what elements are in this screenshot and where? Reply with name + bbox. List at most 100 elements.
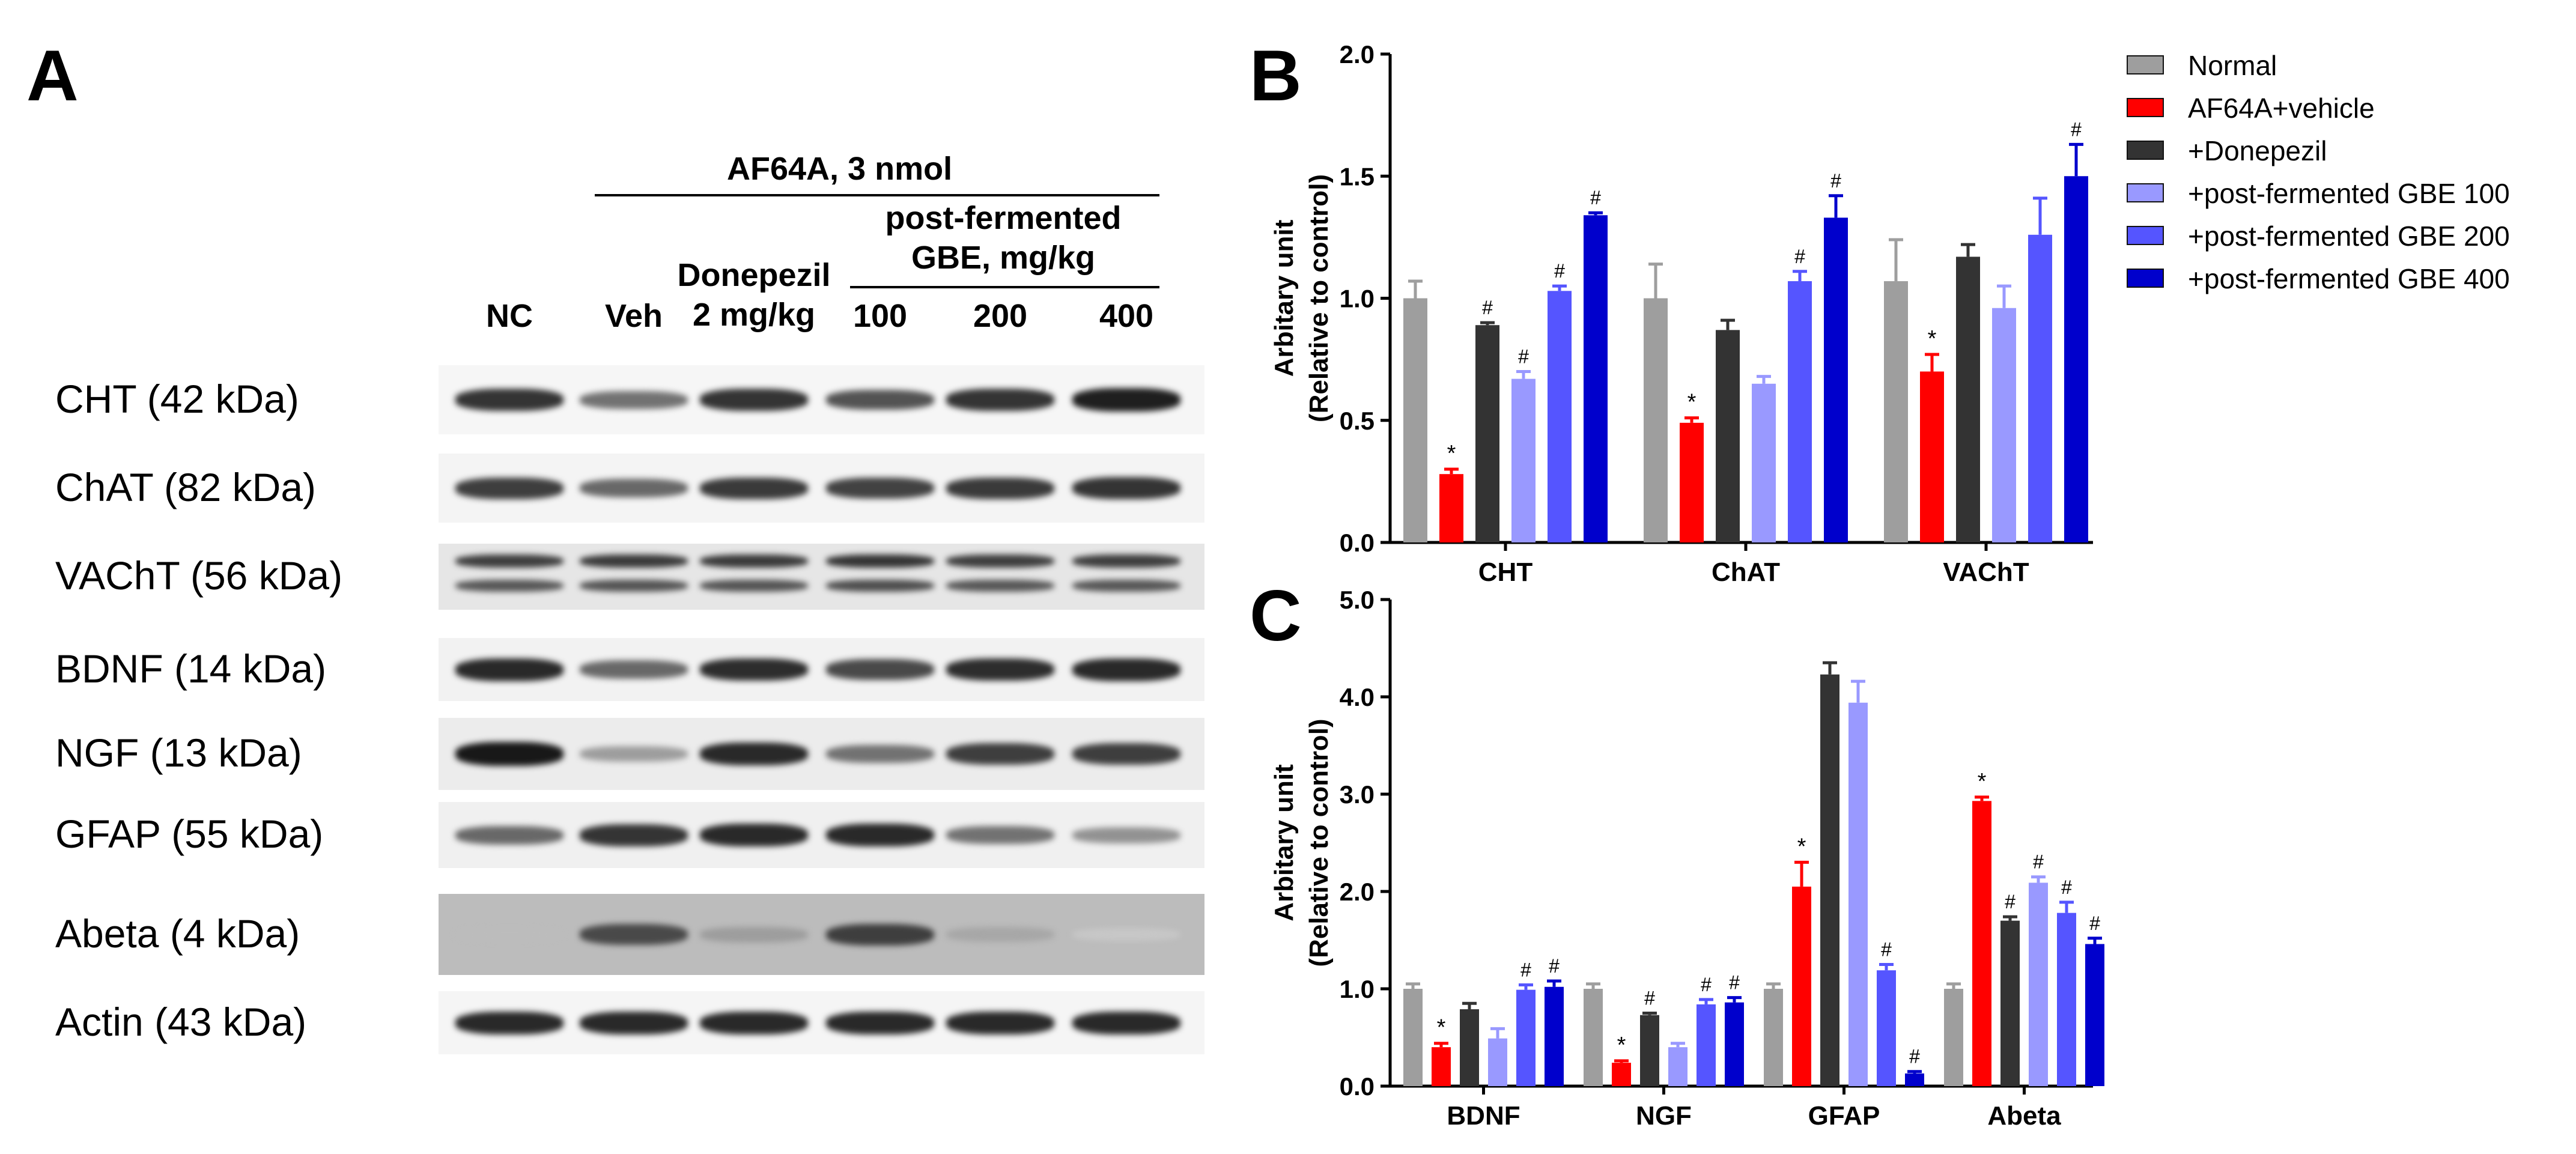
blot-band-1-4 <box>946 477 1054 499</box>
lane-label-3: 100 <box>852 298 908 334</box>
chart-c-bar-GFAP-1 <box>1792 886 1811 1086</box>
chart-c-bar-NGF-3 <box>1668 1047 1687 1086</box>
chart-b-ytick-label-4: 2.0 <box>1340 40 1375 68</box>
chart-b-ylabel-line-0: Arbitary unit <box>1269 219 1299 377</box>
lane-label-0: NC <box>486 298 533 334</box>
blot-band-7-4 <box>946 1011 1054 1034</box>
lane-label-1: Veh <box>604 298 663 334</box>
blot-row-label-2: VAChT (56 kDa) <box>55 553 343 598</box>
chart-b-ytick-label-0: 0.0 <box>1340 529 1375 557</box>
blot-band-6-2 <box>700 926 808 943</box>
chart-c-bar-GFAP-5 <box>1905 1073 1924 1086</box>
blot-band-2-3-upper <box>826 554 934 568</box>
chart-c-ylabel-line-1: (Relative to control) <box>1304 718 1334 967</box>
panel-letter-a: A <box>26 35 79 116</box>
chart-c-sig-mark-Abeta-2: # <box>2005 891 2016 913</box>
chart-c-bar-BDNF-0 <box>1403 989 1423 1086</box>
chart-c-sig-mark-NGF-2: # <box>1644 988 1655 1009</box>
chart-c-ytick-label-3: 3.0 <box>1340 780 1375 809</box>
blot-band-1-2 <box>700 477 808 499</box>
chart-c-bar-BDNF-3 <box>1488 1038 1507 1086</box>
chart-b-sig-mark-CHT-4: # <box>1554 260 1565 282</box>
chart-b-bar-VAChT-3 <box>1992 308 2016 542</box>
blot-band-0-5 <box>1072 388 1180 411</box>
blot-row-label-6: Abeta (4 kDa) <box>55 911 300 956</box>
chart-c-ytick-label-1: 1.0 <box>1340 975 1375 1003</box>
blot-band-2-0-lower <box>455 580 564 592</box>
chart-c-sig-mark-Abeta-5: # <box>2089 913 2100 934</box>
legend-label-3: +post-fermented GBE 100 <box>2188 178 2510 209</box>
chart-c-category-label-0: BDNF <box>1447 1101 1520 1131</box>
legend-swatch-1 <box>2127 98 2164 117</box>
chart-b-bar-CHT-1 <box>1439 474 1463 542</box>
legend-item-4: +post-fermented GBE 200 <box>2127 220 2576 252</box>
chart-c-bar-BDNF-4 <box>1516 989 1536 1086</box>
chart-c-sig-mark-Abeta-1: * <box>1978 769 1987 794</box>
chart-c-bar-Abeta-2 <box>2000 920 2020 1086</box>
chart-b-category-label-1: ChAT <box>1712 557 1780 587</box>
blot-band-6-1 <box>580 924 688 945</box>
chart-b-bar-CHT-0 <box>1403 298 1427 542</box>
blot-band-7-3 <box>826 1011 934 1034</box>
chart-c-bar-BDNF-5 <box>1545 986 1564 1086</box>
chart-c-category-label-2: GFAP <box>1808 1101 1880 1131</box>
blot-band-0-2 <box>700 389 808 411</box>
lane-label-2: Donepezil 2 mg/kg <box>677 257 831 333</box>
blot-band-4-2 <box>700 743 808 765</box>
chart-c-category-label-3: Abeta <box>1987 1101 2061 1131</box>
legend-item-5: +post-fermented GBE 400 <box>2127 263 2576 295</box>
blot-band-4-1 <box>580 746 688 762</box>
chart-b-bar-CHT-4 <box>1548 291 1572 542</box>
chart-c-bar-NGF-2 <box>1640 1015 1659 1086</box>
chart-c-bar-Abeta-4 <box>2057 913 2076 1086</box>
chart-c-bar-Abeta-1 <box>1972 801 1991 1086</box>
blot-band-5-5 <box>1072 827 1180 843</box>
blot-band-2-0-upper <box>455 554 564 568</box>
chart-b-sig-mark-ChAT-4: # <box>1794 246 1805 267</box>
chart-c-bar-BDNF-2 <box>1460 1009 1479 1086</box>
chart-c-sig-mark-GFAP-4: # <box>1881 939 1892 961</box>
blot-band-7-2 <box>700 1011 808 1034</box>
legend-swatch-2 <box>2127 141 2164 160</box>
blot-band-1-0 <box>455 477 564 499</box>
chart-c-sig-mark-NGF-5: # <box>1729 972 1740 994</box>
blot-band-2-1-lower <box>580 580 688 592</box>
blot-band-6-3 <box>826 923 934 946</box>
chart-b-bar-VAChT-0 <box>1884 281 1908 542</box>
gbe-subgroup-text: post-fermented GBE, mg/kg <box>885 200 1122 276</box>
chart-b-bar-VAChT-4 <box>2028 234 2052 542</box>
chart-c-bar-BDNF-1 <box>1432 1047 1451 1086</box>
blot-band-5-2 <box>700 824 808 846</box>
chart-b-bar-ChAT-2 <box>1716 330 1740 542</box>
chart-c-ytick-label-0: 0.0 <box>1340 1072 1375 1101</box>
legend-swatch-5 <box>2127 269 2164 288</box>
blot-band-4-3 <box>826 745 934 763</box>
blot-band-5-0 <box>455 825 564 845</box>
blot-band-0-0 <box>455 389 564 411</box>
blot-band-2-3-lower <box>826 580 934 592</box>
blot-row-label-3: BDNF (14 kDa) <box>55 646 327 691</box>
chart-b-sig-mark-CHT-2: # <box>1482 297 1493 318</box>
chart-c-category-label-1: NGF <box>1636 1101 1692 1131</box>
chart-c-bar-NGF-1 <box>1612 1063 1631 1086</box>
legend-label-2: +Donepezil <box>2188 135 2327 166</box>
chart-c-sig-mark-BDNF-4: # <box>1520 959 1531 981</box>
blot-band-2-1-upper <box>580 554 688 568</box>
chart-c-sig-mark-NGF-4: # <box>1701 974 1712 995</box>
blot-band-5-3 <box>826 824 934 846</box>
chart-c-bar-Abeta-5 <box>2085 944 2104 1086</box>
blot-band-0-1 <box>580 390 688 409</box>
legend-label-4: +post-fermented GBE 200 <box>2188 220 2510 252</box>
chart-b-bar-VAChT-5 <box>2064 176 2088 542</box>
chart-b-bar-CHT-3 <box>1511 378 1536 542</box>
chart-b-ytick-label-3: 1.5 <box>1340 162 1375 190</box>
blot-row-label-1: ChAT (82 kDa) <box>55 464 317 509</box>
blot-band-4-5 <box>1072 743 1180 765</box>
blot-band-3-2 <box>700 658 808 681</box>
chart-b-ylabel-line-1: (Relative to control) <box>1304 174 1334 422</box>
legend-item-2: +Donepezil <box>2127 135 2576 167</box>
blot-row-label-4: NGF (13 kDa) <box>55 730 302 775</box>
blot-row-label-7: Actin (43 kDa) <box>55 999 307 1044</box>
chart-c-ylabel-line-0: Arbitary unit <box>1269 764 1299 922</box>
blot-band-3-0 <box>455 658 564 681</box>
